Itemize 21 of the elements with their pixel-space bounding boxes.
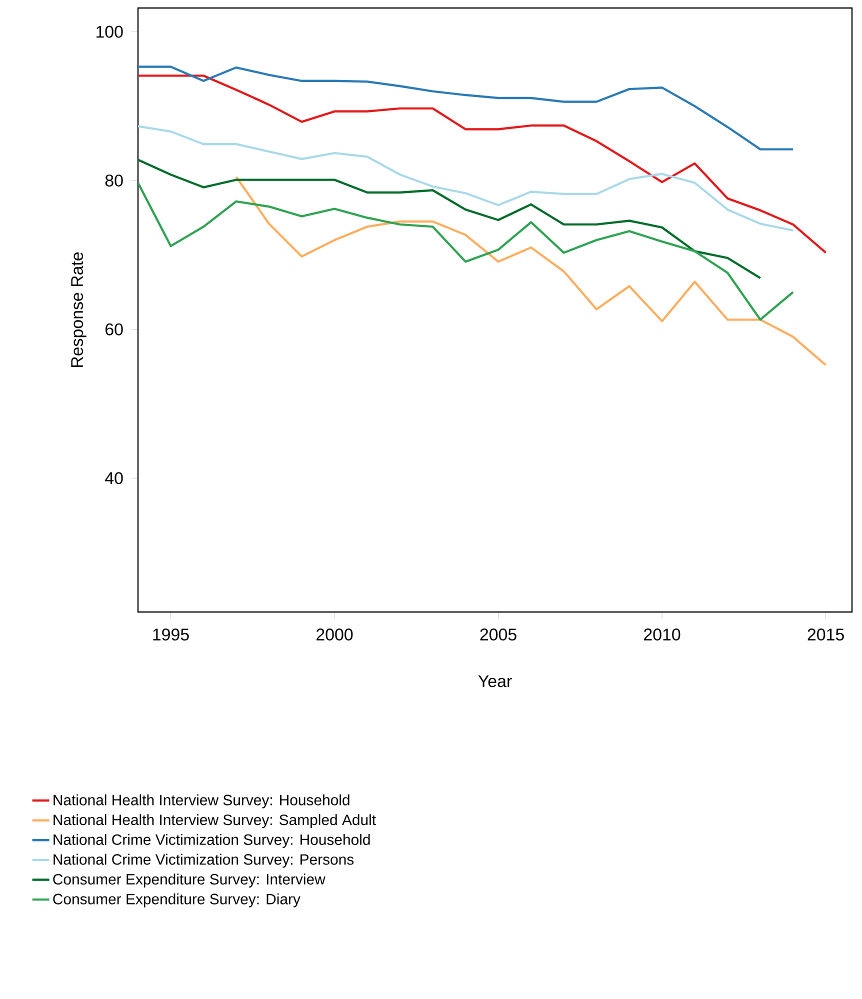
x-tick-label: 2005 (480, 628, 516, 641)
x-tick-label: 2015 (808, 628, 844, 641)
x-axis-title: Year (478, 675, 512, 688)
line-series (235, 176, 827, 366)
y-tick-label: 100 (96, 26, 123, 38)
y-tick-label: 40 (105, 472, 123, 484)
line-series (138, 66, 794, 150)
legend-label: National Health Interview Survey: Sampled Adult (54, 814, 376, 828)
legend-label: Consumer Expenditure Survey: Interview (53, 874, 326, 888)
x-tick-label: 2010 (644, 628, 680, 641)
y-axis-title: Response Rate (71, 252, 86, 367)
x-tick-label: 1995 (153, 628, 189, 641)
line-series (138, 182, 794, 321)
legend-label: National Crime Victimization Survey: Persons (54, 854, 354, 868)
y-tick-label: 60 (106, 323, 123, 336)
legend-label: National Health Interview Survey: Household (54, 794, 350, 808)
legend-label: Consumer Expenditure Survey: Diary (53, 893, 300, 908)
line-series (138, 125, 794, 232)
y-tick-label: 80 (105, 174, 123, 187)
x-tick-label: 2000 (316, 628, 353, 641)
legend-label: National Crime Victimization Survey: Household (54, 834, 370, 848)
